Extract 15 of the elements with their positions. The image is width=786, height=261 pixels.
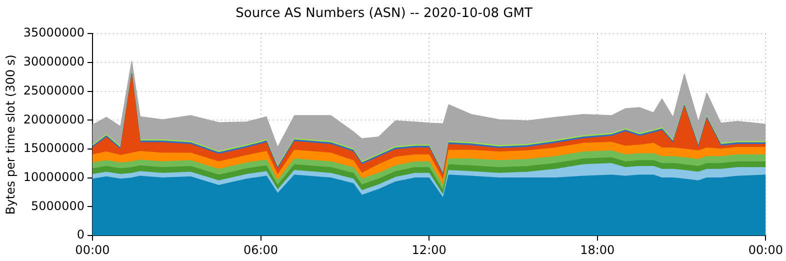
y-tick-label: 0 xyxy=(76,228,84,242)
x-tick-label: 00:00 xyxy=(75,242,110,257)
y-tick-label: 10000000 xyxy=(23,170,84,184)
y-tick-label: 20000000 xyxy=(23,112,84,126)
x-tick-label: 06:00 xyxy=(243,242,278,257)
y-axis-title: Bytes per time slot (300 s) xyxy=(3,54,18,215)
y-tick-label: 5000000 xyxy=(31,198,84,213)
y-tick-label: 15000000 xyxy=(23,141,84,156)
y-tick-label: 30000000 xyxy=(23,54,84,69)
y-tick-label: 35000000 xyxy=(23,26,84,40)
x-tick-label: 00:00 xyxy=(748,242,784,257)
x-tick-label: 12:00 xyxy=(412,242,446,257)
y-tick-label: 25000000 xyxy=(23,83,84,98)
x-tick-label: 18:00 xyxy=(580,242,615,257)
chart-title: Source AS Numbers (ASN) -- 2020-10-08 GMT xyxy=(236,6,532,22)
